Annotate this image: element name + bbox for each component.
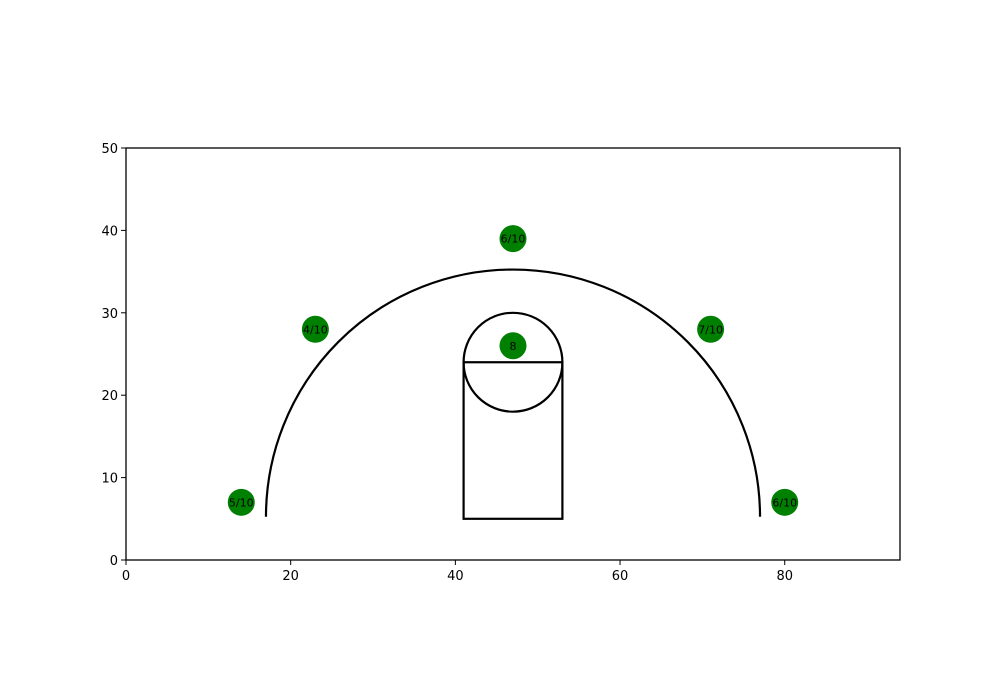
y-tick-label: 10: [101, 472, 118, 487]
plot-frame: [125, 147, 901, 561]
shot-label: 5/10: [229, 496, 254, 509]
free-throw-circle: [462, 311, 564, 413]
shot-marker: [499, 225, 527, 253]
y-tick-label: 30: [101, 307, 118, 322]
shot-marker: [771, 488, 799, 516]
shot-marker: [499, 332, 527, 360]
shot-marker: [301, 315, 329, 343]
x-tick-label: 0: [122, 569, 130, 584]
shot-label: 4/10: [303, 323, 328, 336]
shot-label: 6/10: [772, 496, 797, 509]
y-tick-label: 20: [101, 389, 118, 404]
shot-marker: [227, 488, 255, 516]
shot-label: 6/10: [501, 233, 526, 246]
key-rectangle: [462, 361, 564, 520]
shot-marker: [697, 315, 725, 343]
x-tick-label: 40: [447, 569, 464, 584]
shot-markers: 5/10 4/10 6/10 8 7/10 6/10: [227, 225, 799, 516]
shot-label: 8: [510, 340, 517, 353]
y-tick-label: 50: [101, 142, 118, 157]
shot-label: 7/10: [698, 323, 723, 336]
y-tick-label: 40: [101, 224, 118, 239]
y-tick-label: 0: [110, 554, 118, 569]
axes: 0 20 40 60 80 0 10 20 30 40 50: [101, 142, 901, 584]
three-point-arc: [264, 268, 762, 517]
court-lines: [264, 268, 762, 520]
x-tick-label: 60: [612, 569, 629, 584]
x-tick-label: 20: [282, 569, 299, 584]
x-tick-label: 80: [776, 569, 793, 584]
